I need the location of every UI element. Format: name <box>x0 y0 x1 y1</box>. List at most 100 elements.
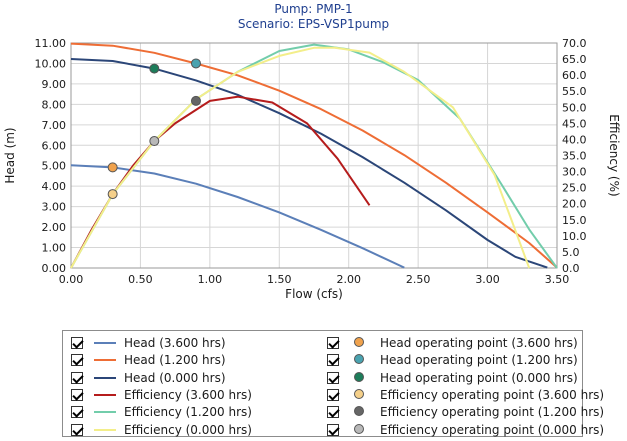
y2-axis-label: Efficiency (%) <box>607 114 621 196</box>
legend-item: Head operating point (1.200 hrs) <box>327 351 578 369</box>
legend-label: Head (0.000 hrs) <box>124 370 226 385</box>
legend-checkbox[interactable] <box>327 406 339 419</box>
legend-swatch-mark <box>354 406 364 417</box>
x-tick-label: 1.00 <box>198 273 223 286</box>
x-tick-label: 2.50 <box>406 273 431 286</box>
legend-dot-swatch <box>350 371 374 384</box>
y-tick-label: 2.00 <box>42 221 67 234</box>
legend-label: Head operating point (1.200 hrs) <box>380 353 578 368</box>
legend-item: Efficiency operating point (0.000 hrs) <box>327 421 604 439</box>
operating-point-1 <box>107 162 118 173</box>
operating-point-3 <box>149 63 160 74</box>
legend-item: Head (3.600 hrs) <box>71 334 226 352</box>
legend-label: Efficiency (0.000 hrs) <box>124 422 252 437</box>
legend-checkbox[interactable] <box>327 388 339 401</box>
legend-swatch-mark <box>94 376 116 379</box>
legend-label: Head (1.200 hrs) <box>124 353 226 368</box>
pump-curve-chart: 0.00 0.50 1.00 1.50 2.00 2.50 3.00 3.50 0.00 1.0… <box>3 37 621 301</box>
legend-label: Efficiency operating point (3.600 hrs) <box>380 387 605 402</box>
legend-checkbox[interactable] <box>327 371 339 384</box>
legend-item: Efficiency (3.600 hrs) <box>71 386 252 404</box>
legend-item: Head (0.000 hrs) <box>71 369 226 387</box>
legend-label: Efficiency operating point (1.200 hrs) <box>380 405 605 420</box>
series-line-3 <box>70 58 548 269</box>
series-line-6 <box>70 46 531 269</box>
legend-item: Head operating point (0.000 hrs) <box>327 369 578 387</box>
legend-dot-swatch <box>350 354 374 366</box>
legend-swatch-mark <box>354 337 364 347</box>
y2-tick-label: 65.0 <box>562 53 587 66</box>
y2-tick-label: 5.0 <box>562 246 580 259</box>
legend-dot-swatch <box>350 337 374 349</box>
y-tick-label: 0.00 <box>42 262 67 275</box>
y-tick-label: 10.00 <box>35 57 67 70</box>
legend-line-swatch <box>94 389 118 401</box>
y-tick-label: 4.00 <box>42 180 67 193</box>
y2-tick-label: 25.0 <box>562 182 587 195</box>
legend-label: Efficiency (1.200 hrs) <box>124 405 252 420</box>
y2-tick-label: 0.0 <box>562 262 580 275</box>
plot-frame <box>70 42 558 269</box>
y-tick-label: 9.00 <box>42 78 67 91</box>
legend-line-swatch <box>94 372 118 384</box>
chart-titles: Pump: PMP-1 Scenario: EPS-VSP1pump <box>0 2 627 32</box>
legend-label: Head (3.600 hrs) <box>124 336 226 350</box>
x-axis: 0.00 0.50 1.00 1.50 2.00 2.50 3.00 3.50 <box>59 273 570 286</box>
legend-checkbox[interactable] <box>71 423 83 436</box>
legend-line-swatch <box>94 424 118 436</box>
y2-tick-label: 60.0 <box>562 69 587 82</box>
y-tick-label: 11.00 <box>35 37 67 50</box>
legend-swatch-mark <box>354 423 364 434</box>
legend: Head (3.600 hrs) Head (1.200 hrs) Head (0.… <box>62 330 604 439</box>
operating-point-5 <box>190 95 201 106</box>
legend-checkbox[interactable] <box>71 337 83 349</box>
chart-subtitle: Scenario: EPS-VSP1pump <box>237 17 390 31</box>
legend-label: Head operating point (3.600 hrs) <box>380 336 578 350</box>
legend-swatch-mark <box>354 388 364 399</box>
legend-checkbox[interactable] <box>71 406 83 419</box>
legend-checkbox[interactable] <box>71 354 83 367</box>
legend-swatch-mark <box>94 411 116 414</box>
legend-item: Efficiency operating point (3.600 hrs) <box>327 386 604 404</box>
legend-item: Efficiency operating point (1.200 hrs) <box>327 403 604 421</box>
operating-points <box>107 58 201 200</box>
x-tick-label: 0.50 <box>128 273 153 286</box>
legend-item: Efficiency (1.200 hrs) <box>71 403 252 421</box>
x-tick-label: 2.00 <box>336 273 361 286</box>
y-tick-label: 5.00 <box>42 160 67 173</box>
y2-tick-label: 50.0 <box>562 101 587 114</box>
y2-tick-label: 45.0 <box>562 117 587 130</box>
legend-swatch-mark <box>94 359 116 362</box>
y2-tick-label: 20.0 <box>562 198 587 211</box>
legend-label: Head operating point (0.000 hrs) <box>380 370 578 385</box>
legend-label: Efficiency operating point (0.000 hrs) <box>380 422 605 437</box>
legend-line-swatch <box>94 406 118 418</box>
y-tick-label: 3.00 <box>42 201 67 214</box>
y-axis-label: Head (m) <box>3 127 17 183</box>
y2-tick-label: 35.0 <box>562 150 587 163</box>
legend-swatch-mark <box>94 428 116 431</box>
y2-tick-label: 40.0 <box>562 133 587 146</box>
y-axis-right: 0.0 5.0 10.0 15.0 20.0 25.0 30.0 35.0 40.0 45.0 50… <box>562 37 587 275</box>
y-tick-label: 8.00 <box>42 98 67 111</box>
operating-point-4 <box>107 189 118 200</box>
legend-checkbox[interactable] <box>327 337 339 349</box>
y2-tick-label: 10.0 <box>562 230 587 243</box>
y2-tick-label: 15.0 <box>562 214 587 227</box>
legend-dot-swatch <box>350 423 374 436</box>
y-tick-label: 6.00 <box>42 139 67 152</box>
series-line-4 <box>70 95 371 269</box>
legend-item: Head (1.200 hrs) <box>71 351 226 369</box>
legend-checkbox[interactable] <box>327 354 339 367</box>
x-tick-label: 3.50 <box>545 273 570 286</box>
legend-swatch-mark <box>94 342 116 344</box>
y2-tick-label: 70.0 <box>562 37 587 50</box>
legend-checkbox[interactable] <box>71 388 83 401</box>
y-axis-left: 0.00 1.00 2.00 3.00 4.00 5.00 6.00 7.00 8.00 9.00… <box>35 37 67 275</box>
legend-checkbox[interactable] <box>71 371 83 384</box>
series <box>70 42 558 269</box>
legend-checkbox[interactable] <box>327 423 339 436</box>
y-tick-label: 1.00 <box>42 242 67 255</box>
legend-item: Efficiency (0.000 hrs) <box>71 421 252 439</box>
legend-swatch-mark <box>354 371 364 382</box>
